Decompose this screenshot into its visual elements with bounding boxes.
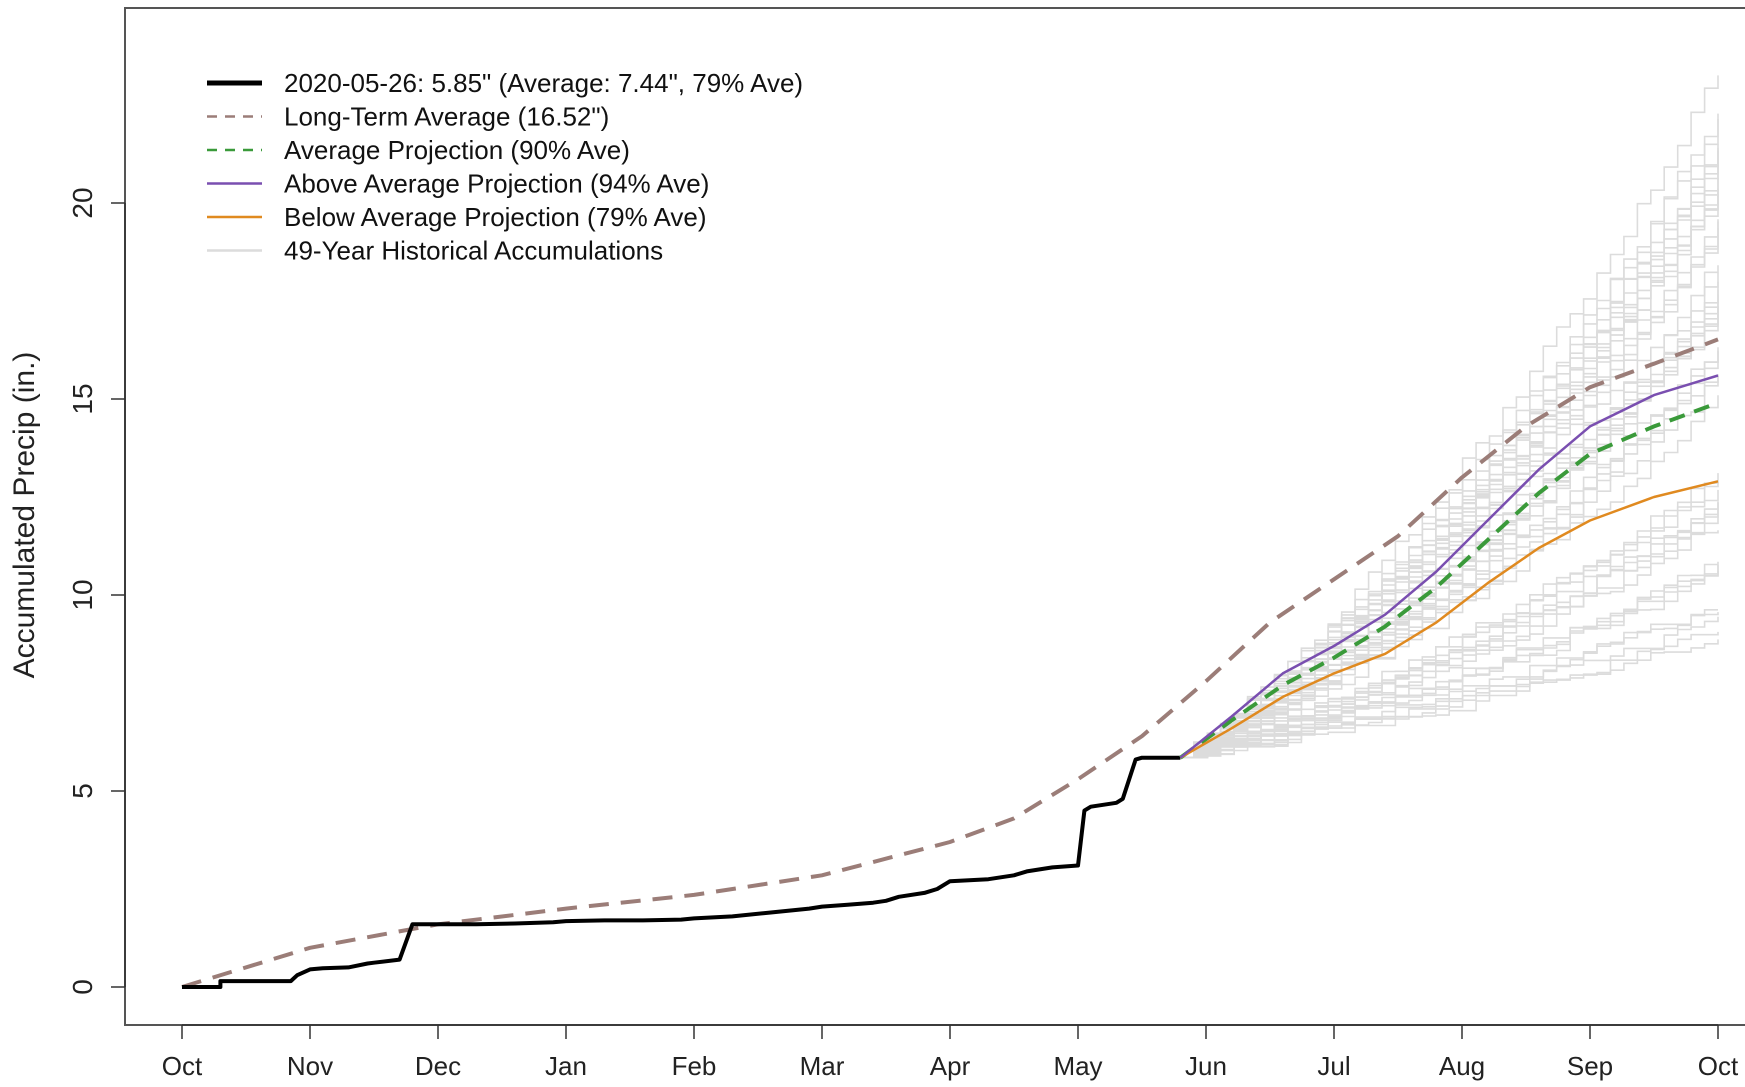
legend-label: Long-Term Average (16.52"): [284, 102, 609, 132]
average-projection-line: [1179, 401, 1719, 760]
legend-label: Below Average Projection (79% Ave): [284, 202, 707, 232]
historical-trace: [1180, 473, 1719, 759]
x-tick-label: Jun: [1185, 1051, 1227, 1081]
x-tick-label: Jul: [1317, 1051, 1350, 1081]
x-tick-label: Oct: [162, 1051, 203, 1081]
y-axis-label: Accumulated Precip (in.): [8, 352, 41, 679]
y-tick-label: 20: [67, 187, 98, 218]
x-tick-label: Jan: [545, 1051, 587, 1081]
historical-trace: [1180, 395, 1719, 759]
legend-label: Average Projection (90% Ave): [284, 135, 630, 165]
y-tick-label: 15: [67, 383, 98, 414]
legend-label: 49-Year Historical Accumulations: [284, 236, 663, 266]
x-tick-label: Mar: [800, 1051, 845, 1081]
below-average-projection-line: [1179, 480, 1719, 759]
historical-accumulations: [1180, 75, 1719, 759]
historical-trace: [1180, 565, 1719, 759]
legend-label: 2020-05-26: 5.85" (Average: 7.44", 79% A…: [284, 68, 803, 98]
historical-trace: [1180, 350, 1719, 759]
x-tick-label: Feb: [672, 1051, 717, 1081]
historical-trace: [1180, 631, 1719, 759]
historical-trace: [1180, 309, 1719, 759]
above-average-projection-line: [1179, 374, 1719, 759]
x-tick-label: Oct: [1698, 1051, 1739, 1081]
historical-trace: [1180, 501, 1719, 759]
historical-trace: [1180, 482, 1719, 759]
long-term-average-line: [181, 337, 1719, 989]
legend-label: Above Average Projection (94% Ave): [284, 169, 709, 199]
x-tick-label: Sep: [1567, 1051, 1613, 1081]
x-tick-label: Nov: [287, 1051, 333, 1081]
current-year-line: [182, 755, 1181, 989]
x-tick-label: Dec: [415, 1051, 461, 1081]
historical-trace: [1180, 616, 1719, 759]
x-tick-label: May: [1053, 1051, 1102, 1081]
x-tick-label: Aug: [1439, 1051, 1485, 1081]
y-tick-label: 10: [67, 579, 98, 610]
x-tick-label: Apr: [930, 1051, 971, 1081]
y-tick-label: 0: [67, 979, 98, 995]
historical-trace: [1180, 194, 1719, 759]
y-tick-label: 5: [67, 783, 98, 799]
series-layer: [181, 337, 1719, 989]
x-axis: Oct Nov Dec Jan Feb Mar Apr May Jun Jul Aug Sep Oct: [162, 1024, 1739, 1081]
y-axis: 0 5 10 15 20: [67, 187, 126, 995]
legend: 2020-05-26: 5.85" (Average: 7.44", 79% A…: [207, 68, 803, 266]
historical-trace: [1180, 221, 1719, 759]
